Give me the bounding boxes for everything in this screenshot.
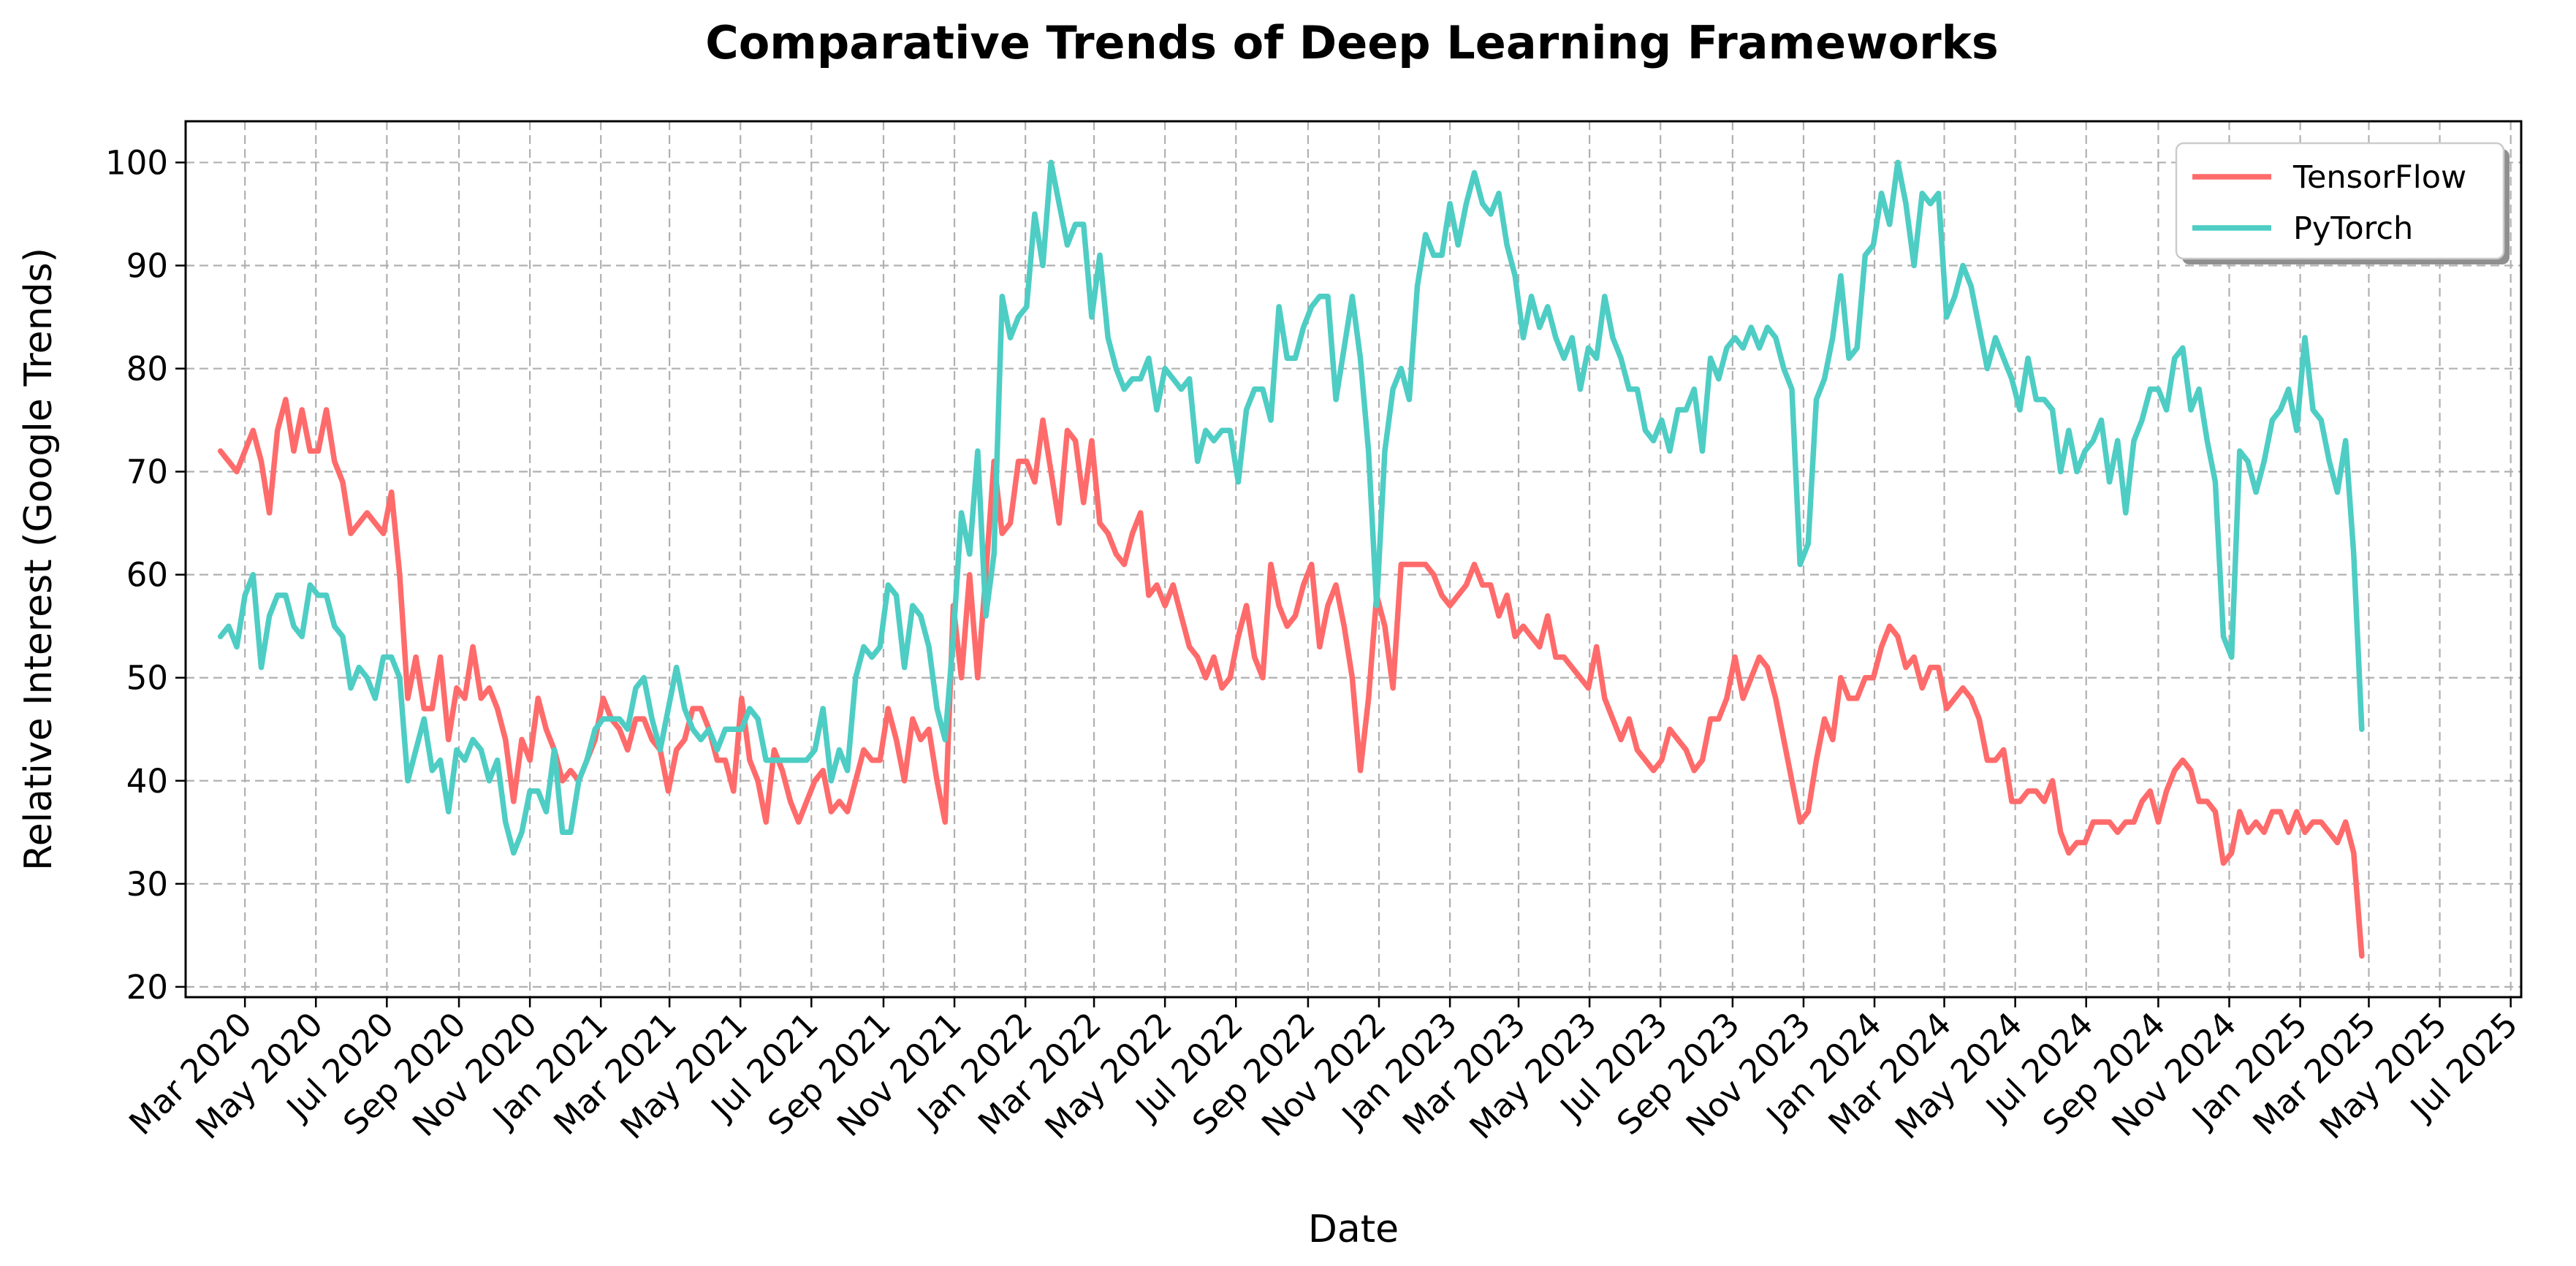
legend-entry-label: TensorFlow bbox=[2292, 159, 2466, 196]
grid bbox=[186, 121, 2521, 997]
y-tick-label: 70 bbox=[126, 453, 168, 492]
chart-title: Comparative Trends of Deep Learning Fram… bbox=[705, 16, 1999, 69]
y-tick-label: 50 bbox=[126, 659, 168, 698]
plot-area-frame bbox=[184, 120, 2523, 999]
series-line-pytorch bbox=[217, 159, 2365, 856]
y-tick-label: 80 bbox=[126, 350, 168, 389]
y-tick-label: 100 bbox=[105, 143, 168, 182]
x-axis-label: Date bbox=[1308, 1208, 1399, 1251]
y-tick-label: 60 bbox=[126, 556, 168, 595]
y-tick-label: 20 bbox=[126, 968, 168, 1007]
legend: TensorFlow PyTorch bbox=[2175, 142, 2509, 264]
y-axis-label: Relative Interest (Google Trends) bbox=[17, 248, 61, 871]
y-tick-label: 30 bbox=[126, 865, 168, 904]
series-lines bbox=[217, 159, 2365, 959]
legend-entry-label: PyTorch bbox=[2293, 210, 2413, 247]
y-tick-label: 90 bbox=[126, 246, 168, 285]
y-tick-label: 40 bbox=[126, 762, 168, 801]
